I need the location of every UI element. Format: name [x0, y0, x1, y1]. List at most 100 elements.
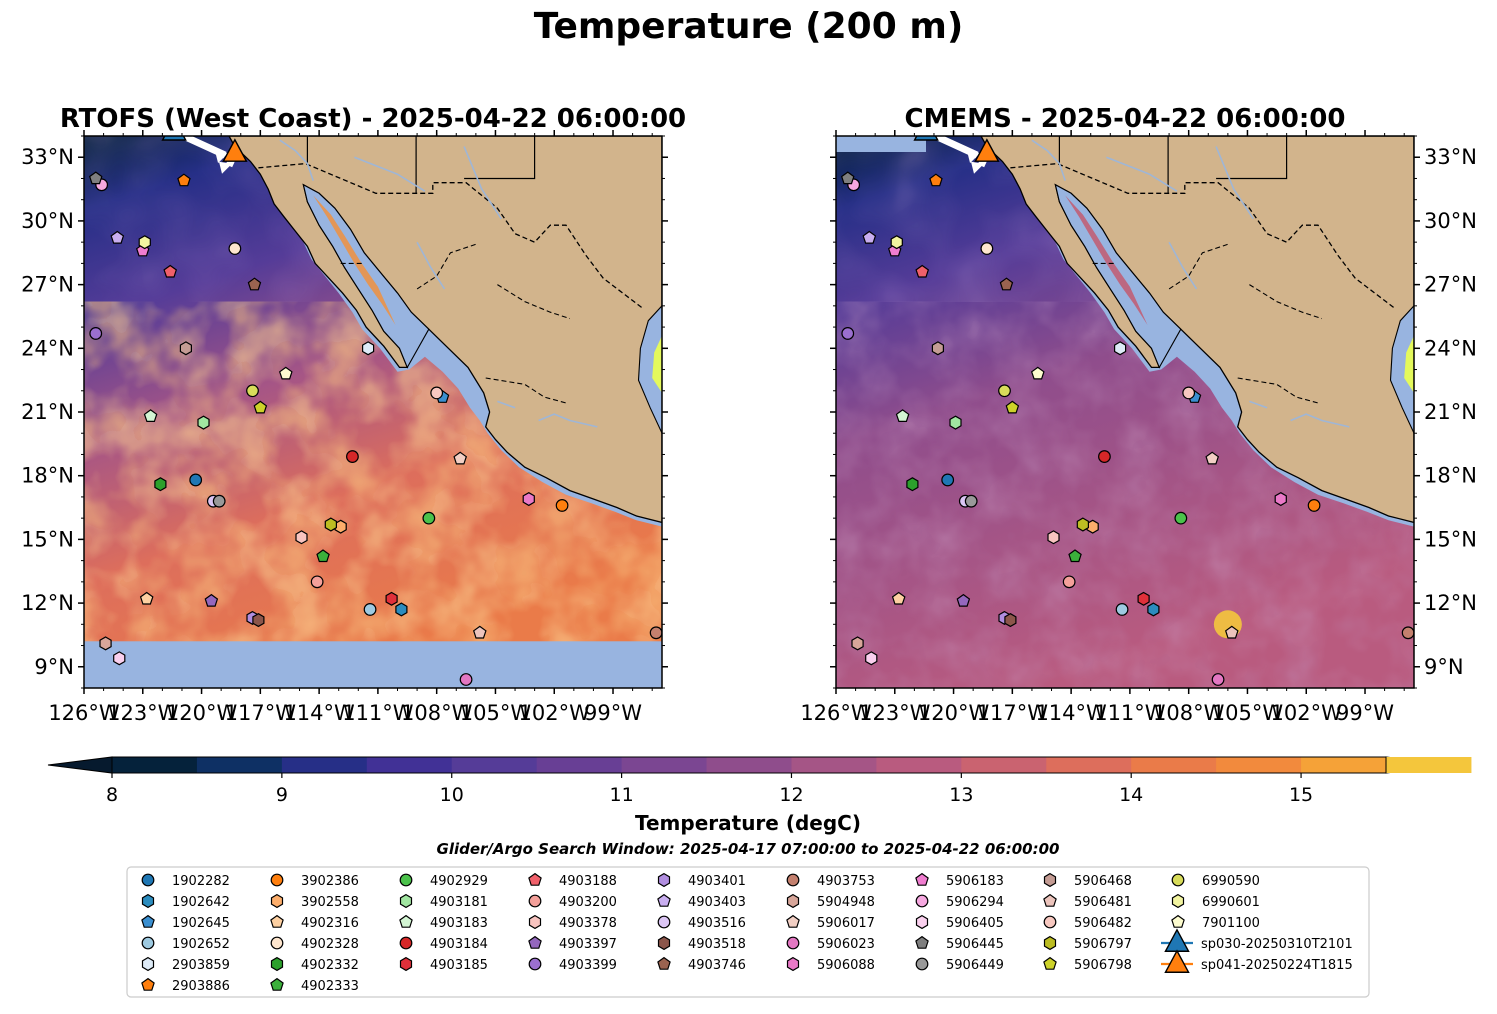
- legend-marker: [1171, 893, 1185, 909]
- argo-float-marker: [1147, 602, 1160, 617]
- colorbar-tick-label: 8: [106, 784, 118, 806]
- argo-float-marker: [941, 473, 955, 487]
- river: [279, 139, 314, 181]
- legend-marker: [657, 915, 671, 929]
- x-tick-label: 126°W: [800, 701, 872, 725]
- state-border-dashed: [1249, 284, 1323, 320]
- legend-entry-label: 3902558: [301, 895, 359, 910]
- legend-marker: [657, 956, 671, 970]
- legend-entry-label: 5906183: [946, 874, 1004, 889]
- international-border: [1010, 162, 1395, 309]
- argo-float-marker: [1076, 517, 1090, 532]
- x-tick-label: 99°W: [584, 701, 642, 725]
- river: [1249, 400, 1268, 409]
- legend-entry-label: sp030-20250310T2101: [1201, 937, 1353, 952]
- colorbar-bin: [706, 757, 792, 773]
- x-tick-label: 105°W: [460, 701, 532, 725]
- argo-float-marker: [929, 173, 943, 187]
- glider-arrow: [967, 151, 981, 164]
- argo-float-marker: [1115, 603, 1129, 616]
- y-tick-label: 21°N: [1424, 400, 1477, 424]
- argo-float-marker: [841, 327, 855, 340]
- legend-entry-label: 4903518: [688, 937, 746, 952]
- argo-float-marker: [1030, 366, 1045, 380]
- argo-float-marker: [999, 277, 1014, 291]
- legend-entry-label: 7901100: [1202, 916, 1260, 931]
- legend-marker: [1043, 872, 1057, 888]
- international-border: [258, 162, 643, 309]
- river: [416, 241, 446, 290]
- legend-entry-label: 4903188: [559, 874, 617, 889]
- argo-float-marker: [295, 530, 308, 545]
- x-tick-label: 108°W: [401, 701, 473, 725]
- legend-marker: [270, 956, 284, 972]
- legend-marker: [528, 894, 542, 908]
- x-tick-label: 111°W: [342, 701, 414, 725]
- legend-entry-label: 4903403: [688, 895, 746, 910]
- legend-marker: [528, 872, 542, 886]
- argo-float-marker: [1137, 591, 1150, 606]
- colorbar-bin: [281, 757, 368, 773]
- argo-float-marker: [840, 171, 855, 185]
- legend-entry-label: 4902328: [301, 937, 359, 952]
- legend-marker: [141, 893, 155, 909]
- argo-float-marker: [138, 235, 151, 250]
- legend-marker: [270, 914, 284, 928]
- legend-marker: [915, 914, 929, 930]
- river: [1215, 146, 1254, 220]
- colorbar-bin: [1216, 757, 1302, 773]
- legend-entry-label: 4903200: [559, 895, 617, 910]
- colorbar-bin: [112, 757, 198, 773]
- panel-title: RTOFS (West Coast) - 2025-04-22 06:00:00: [60, 104, 686, 134]
- argo-float-marker: [89, 327, 103, 340]
- argo-float-marker: [865, 651, 878, 666]
- argo-float-marker: [252, 613, 265, 628]
- argo-float-marker: [998, 384, 1011, 398]
- legend-entry-label: 4903753: [817, 874, 875, 889]
- argo-float-marker: [931, 341, 945, 356]
- nodata-band: [84, 641, 662, 688]
- state-border-dashed: [485, 377, 569, 405]
- legend-marker: [657, 935, 671, 951]
- colorbar-tick-label: 11: [610, 784, 634, 806]
- legend-entry-label: 1902652: [172, 937, 230, 952]
- argo-float-marker: [363, 603, 377, 616]
- legend-entry-label: 5904948: [817, 895, 875, 910]
- legend-marker: [528, 957, 542, 971]
- argo-float-marker: [1005, 400, 1020, 414]
- y-tick-label: 27°N: [1424, 273, 1477, 297]
- legend-marker: [915, 872, 929, 886]
- argo-float-marker: [1174, 511, 1188, 525]
- argo-float-marker: [895, 409, 910, 422]
- y-tick-label: 33°N: [21, 145, 74, 169]
- gulf-of-mexico: [1389, 304, 1414, 434]
- gulf-warm-water: [1065, 195, 1148, 325]
- legend-marker: [915, 957, 929, 971]
- argo-float-marker: [1004, 613, 1017, 628]
- colorbar-bin: [621, 757, 708, 773]
- legend-marker: [1043, 956, 1057, 970]
- legend-entry-label: 6990590: [1202, 874, 1260, 889]
- legend-marker: [270, 936, 284, 950]
- argo-float-marker: [1205, 451, 1220, 465]
- colorbar-bin: [961, 757, 1047, 773]
- legend-entry-label: 5906798: [1074, 958, 1132, 973]
- colorbar-bin: [451, 757, 538, 773]
- y-tick-label: 30°N: [1424, 209, 1477, 233]
- legend-entry-label: 4903746: [688, 958, 746, 973]
- argo-float-marker: [430, 386, 444, 400]
- legend-marker: [141, 873, 155, 887]
- legend: 1902282 1902642 1902645 1902652 2903859 29038…: [126, 866, 1370, 998]
- argo-float-marker: [253, 400, 268, 414]
- colorbar-tick-label: 13: [949, 784, 973, 806]
- x-tick-label: 108°W: [1153, 701, 1225, 725]
- argo-float-marker: [324, 517, 337, 532]
- argo-float-marker: [522, 492, 535, 507]
- river: [463, 146, 502, 220]
- legend-marker: [270, 873, 284, 887]
- argo-float-marker: [228, 242, 242, 255]
- argo-float-marker: [88, 171, 103, 185]
- legend-marker: [270, 893, 284, 909]
- argo-float-marker: [1211, 673, 1225, 686]
